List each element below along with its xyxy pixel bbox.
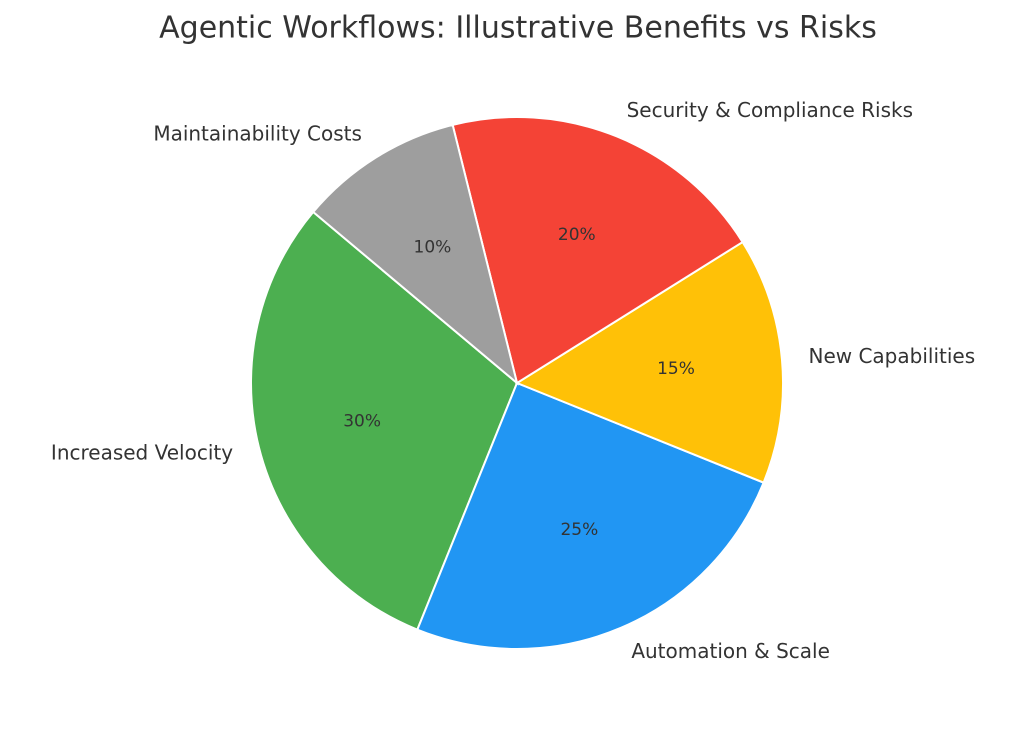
slice-label: New Capabilities	[808, 344, 975, 368]
pie-slice	[311, 123, 519, 386]
slice-label: Increased Velocity	[51, 440, 233, 464]
pie-slice	[416, 381, 765, 650]
pie-slice	[250, 210, 519, 631]
percent-label: 20%	[558, 225, 596, 245]
pie-slice	[514, 240, 784, 484]
chart-title: Agentic Workflows: Illustrative Benefits…	[159, 11, 877, 46]
slice-label: Automation & Scale	[631, 639, 830, 663]
percent-label: 10%	[414, 238, 452, 258]
slice-label: Maintainability Costs	[153, 121, 362, 145]
slice-label: Security & Compliance Risks	[627, 98, 913, 122]
pie-slice	[451, 116, 744, 385]
percent-label: 15%	[657, 359, 695, 379]
percent-label: 30%	[343, 412, 381, 432]
percent-label: 25%	[560, 520, 598, 540]
